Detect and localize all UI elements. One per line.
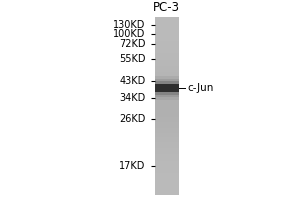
Text: 55KD: 55KD (119, 54, 146, 64)
Bar (154, 81, 178, 95)
Text: PC-3: PC-3 (153, 1, 180, 14)
Text: 26KD: 26KD (119, 114, 146, 124)
Text: c-Jun: c-Jun (188, 83, 214, 93)
Text: 130KD: 130KD (113, 20, 146, 30)
Text: 34KD: 34KD (119, 93, 146, 103)
Text: 17KD: 17KD (119, 161, 146, 171)
Bar (154, 84, 178, 92)
Text: 100KD: 100KD (113, 29, 146, 39)
Bar (154, 79, 178, 97)
Text: 43KD: 43KD (119, 76, 146, 86)
Text: 72KD: 72KD (119, 39, 146, 49)
Bar (154, 76, 178, 100)
